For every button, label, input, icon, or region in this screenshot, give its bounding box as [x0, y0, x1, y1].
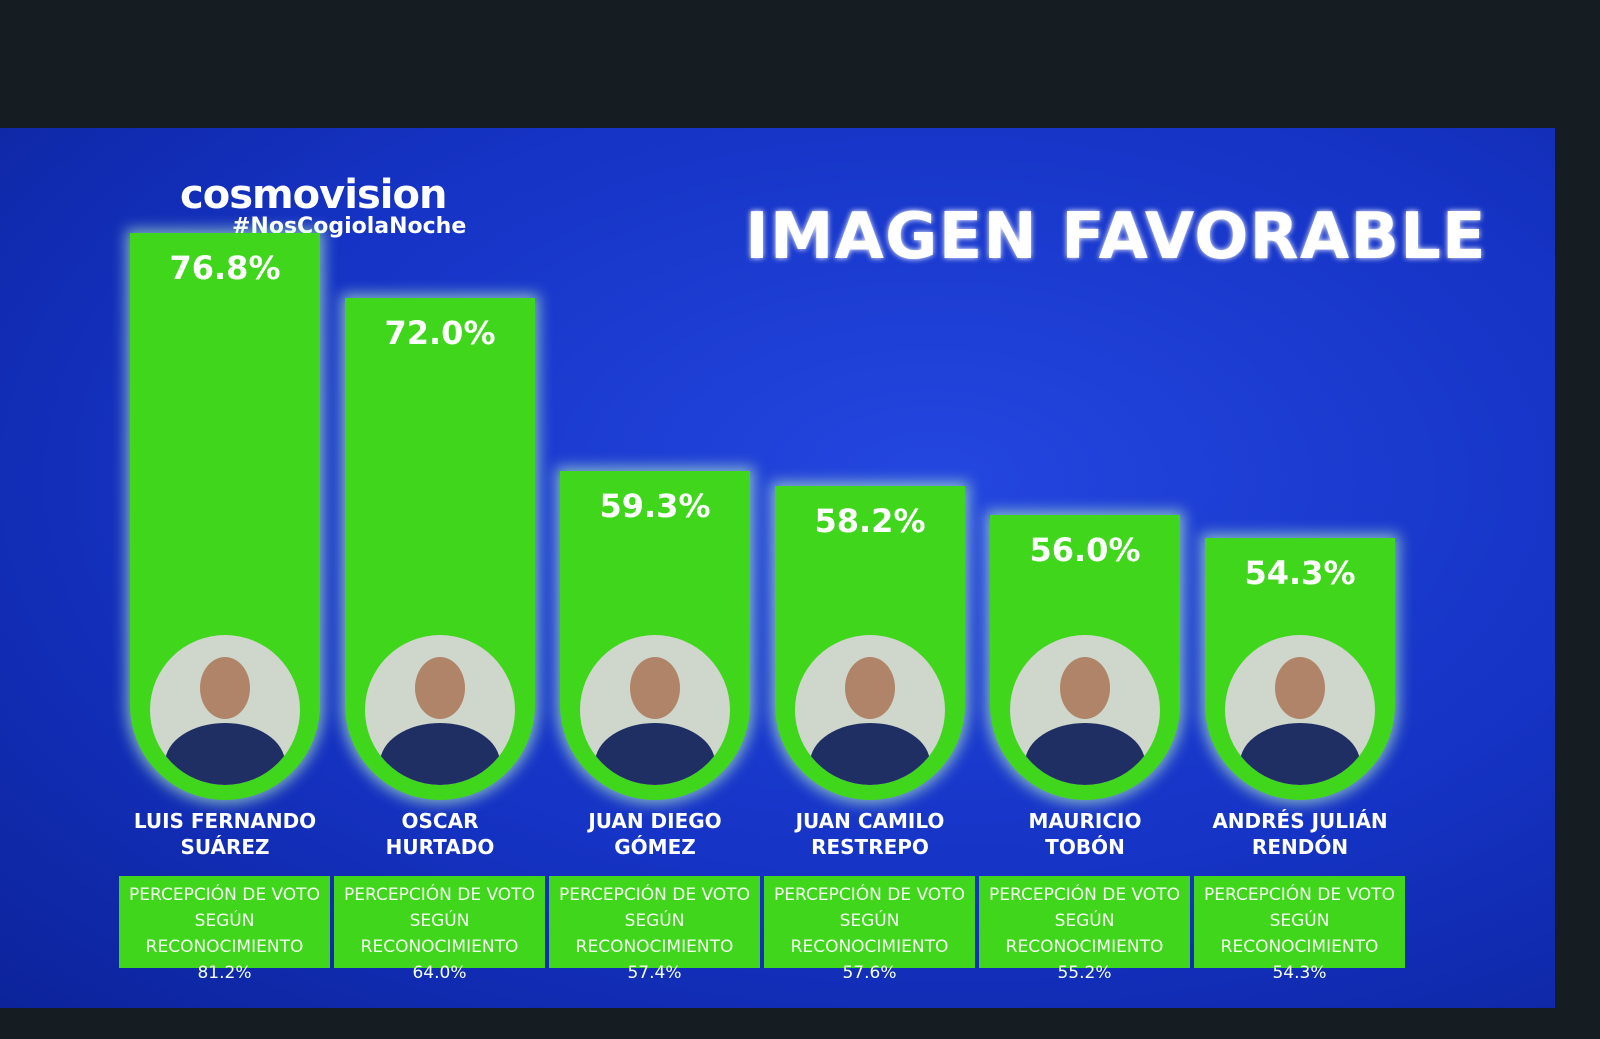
candidate-name: OSCAR HURTADO	[385, 809, 495, 859]
candidate-photo	[150, 635, 300, 785]
perception-label: PERCEPCIÓN DE VOTO SEGÚN RECONOCIMIENTO	[129, 885, 320, 957]
perception-label: PERCEPCIÓN DE VOTO SEGÚN RECONOCIMIENTO	[774, 885, 965, 957]
perception-box: PERCEPCIÓN DE VOTO SEGÚN RECONOCIMIENTO 6…	[334, 876, 545, 983]
photo-head	[1060, 657, 1110, 719]
perception-label: PERCEPCIÓN DE VOTO SEGÚN RECONOCIMIENTO	[989, 885, 1180, 957]
photo-head	[415, 657, 465, 719]
photo-head	[200, 657, 250, 719]
candidate-photo	[1225, 635, 1375, 785]
perception-value: 81.2%	[197, 963, 252, 983]
value-label: 76.8%	[169, 249, 281, 288]
candidate-name: JUAN CAMILO RESTREPO	[795, 809, 945, 859]
perception-box: PERCEPCIÓN DE VOTO SEGÚN RECONOCIMIENTO 8…	[119, 876, 330, 983]
perception-value: 55.2%	[1057, 963, 1112, 983]
brand: cosmovision	[180, 172, 447, 218]
perception-box: PERCEPCIÓN DE VOTO SEGÚN RECONOCIMIENTO 5…	[549, 876, 760, 983]
photo-body	[1240, 723, 1360, 785]
photo-head	[630, 657, 680, 719]
photo-body	[165, 723, 285, 785]
photo-body	[380, 723, 500, 785]
value-label: 56.0%	[1029, 531, 1141, 570]
photo-body	[810, 723, 930, 785]
perception-label: PERCEPCIÓN DE VOTO SEGÚN RECONOCIMIENTO	[344, 885, 535, 957]
candidate-name: LUIS FERNANDO SUÁREZ	[133, 809, 317, 859]
value-label: 59.3%	[599, 486, 711, 525]
chart-title: IMAGEN FAVORABLE	[745, 200, 1487, 274]
photo-head	[845, 657, 895, 719]
photo-body	[595, 723, 715, 785]
candidate-photo	[795, 635, 945, 785]
candidate-name: MAURICIO TOBÓN	[1028, 809, 1142, 859]
perception-box: PERCEPCIÓN DE VOTO SEGÚN RECONOCIMIENTO 5…	[764, 876, 975, 983]
candidate-name: ANDRÉS JULIÁN RENDÓN	[1212, 809, 1388, 859]
candidate-name: JUAN DIEGO GÓMEZ	[588, 809, 722, 859]
perception-value: 64.0%	[412, 963, 467, 983]
candidate-photo	[580, 635, 730, 785]
perception-box: PERCEPCIÓN DE VOTO SEGÚN RECONOCIMIENTO 5…	[979, 876, 1190, 983]
value-label: 58.2%	[814, 501, 926, 540]
perception-value: 57.4%	[627, 963, 682, 983]
candidate-photo	[1010, 635, 1160, 785]
perception-value: 57.6%	[842, 963, 897, 983]
photo-body	[1025, 723, 1145, 785]
candidate-photo	[365, 635, 515, 785]
perception-label: PERCEPCIÓN DE VOTO SEGÚN RECONOCIMIENTO	[559, 885, 750, 957]
perception-box: PERCEPCIÓN DE VOTO SEGÚN RECONOCIMIENTO 5…	[1194, 876, 1405, 983]
value-label: 54.3%	[1244, 554, 1356, 593]
perception-value: 54.3%	[1272, 963, 1327, 983]
value-label: 72.0%	[384, 314, 496, 353]
photo-head	[1275, 657, 1325, 719]
perception-label: PERCEPCIÓN DE VOTO SEGÚN RECONOCIMIENTO	[1204, 885, 1395, 957]
